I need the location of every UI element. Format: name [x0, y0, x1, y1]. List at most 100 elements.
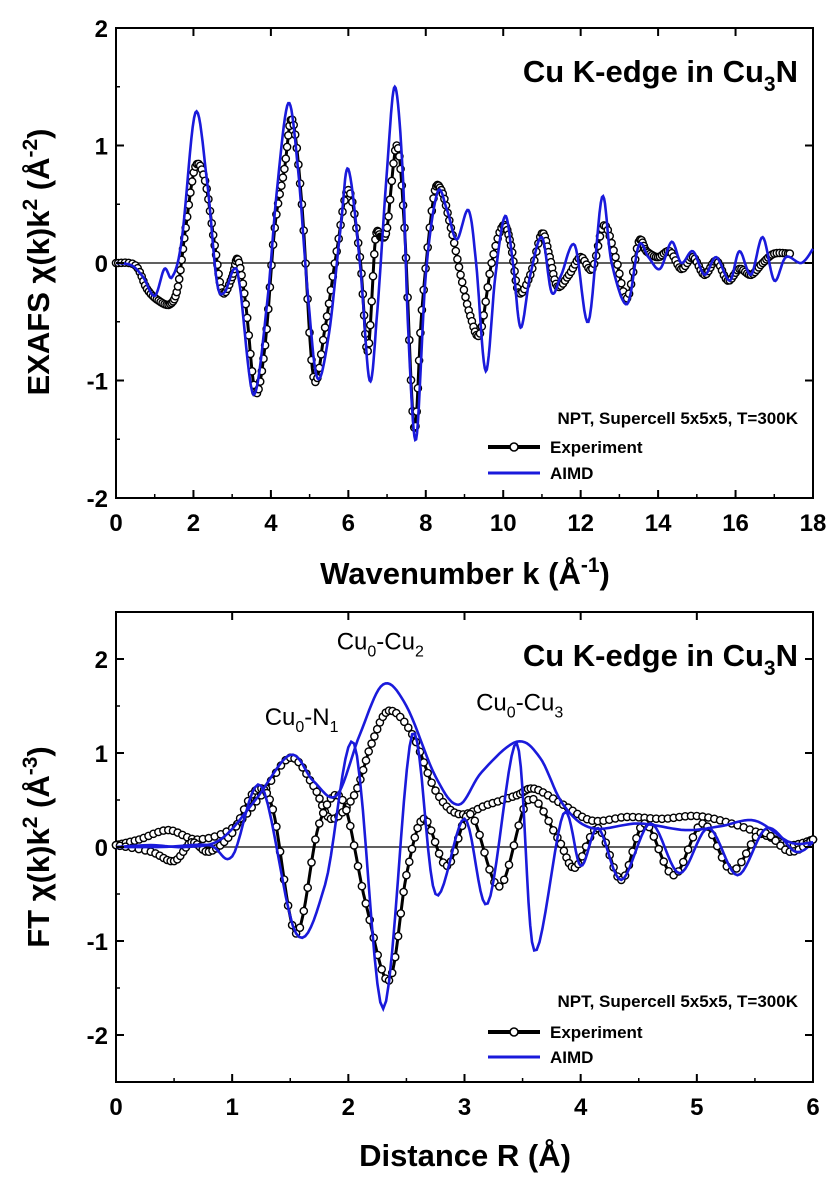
peak-annotation: Cu0-Cu2 — [337, 629, 424, 661]
experiment-point — [385, 195, 395, 204]
experiment-magnitude-point — [431, 786, 440, 795]
experiment-magnitude-point — [423, 768, 433, 778]
experiment-real-point — [544, 816, 553, 826]
legend-label-aimd: AIMD — [550, 464, 593, 483]
aimd-line — [115, 84, 815, 443]
x-axis-label: Wavenumber k (Å-1) — [320, 554, 610, 591]
x-tick-label: 12 — [567, 510, 594, 537]
experiment-magnitude-point — [399, 717, 409, 727]
experiment-real-point — [679, 857, 688, 867]
experiment-point — [615, 269, 624, 279]
experiment-real-point — [434, 849, 444, 858]
experiment-real-point — [393, 931, 403, 941]
experiment-real-point — [485, 865, 494, 874]
experiment-real-point — [407, 844, 417, 854]
y-axis-label: EXAFS χ(k)k2 (Å-2) — [19, 129, 56, 396]
experiment-real-point — [410, 833, 420, 842]
experiment-point — [174, 274, 184, 284]
experiment-real-point — [494, 882, 504, 891]
x-tick-label: 4 — [574, 1094, 588, 1121]
experiment-real-point — [688, 833, 698, 842]
experiment-real-point — [659, 857, 669, 866]
x-tick-label: 5 — [690, 1094, 703, 1121]
series-group — [111, 84, 815, 443]
legend: NPT, Supercell 5x5x5, T=300K Experiment … — [488, 409, 799, 483]
y-tick-label: 0 — [95, 835, 108, 862]
experiment-point — [611, 252, 620, 262]
legend-marker-experiment — [509, 1027, 519, 1037]
experiment-real-point — [311, 835, 320, 844]
x-tick-label: 0 — [109, 510, 122, 537]
experiment-real-point — [509, 841, 519, 850]
experiment-real-point — [303, 883, 313, 893]
experiment-magnitude-point — [349, 791, 359, 800]
experiment-point — [451, 246, 461, 256]
series-group — [111, 681, 818, 1013]
y-tick-label: 2 — [95, 647, 108, 674]
experiment-real-point — [426, 826, 436, 835]
experiment-point — [384, 212, 393, 221]
experiment-real-point — [342, 805, 351, 815]
experiment-real-point — [402, 870, 411, 880]
experiment-point — [459, 285, 469, 295]
experiment-real-point — [353, 861, 363, 871]
experiment-point — [280, 164, 289, 174]
legend-label-aimd: AIMD — [550, 1048, 593, 1067]
experiment-magnitude-point — [370, 732, 379, 741]
experiment-point — [176, 265, 185, 275]
experiment-point — [282, 142, 292, 152]
x-tick-label: 4 — [264, 510, 278, 537]
experiment-point — [367, 296, 377, 306]
x-tick-label: 2 — [342, 1094, 355, 1121]
experiment-point — [369, 249, 379, 259]
y-tick-label: -1 — [87, 929, 108, 956]
y-tick-label: 0 — [95, 251, 108, 278]
experiment-point — [461, 292, 470, 302]
x-tick-label: 10 — [490, 510, 517, 537]
experiment-point — [453, 254, 462, 264]
legend-label-experiment: Experiment — [550, 1023, 643, 1042]
experiment-point — [613, 260, 622, 269]
annotations: Cu0-N1 Cu0-Cu2 Cu0-Cu3 — [265, 629, 564, 736]
experiment-real-point — [399, 887, 408, 897]
aimd-real-line — [116, 732, 814, 1013]
experiment-point — [318, 335, 328, 345]
experiment-point — [454, 262, 464, 272]
peak-annotation: Cu0-Cu3 — [476, 690, 563, 722]
experiment-point — [283, 131, 293, 140]
experiment-point — [449, 238, 459, 248]
experiment-magnitude-point — [403, 723, 413, 733]
peak-annotation: Cu0-N1 — [265, 704, 339, 736]
experiment-real-point — [539, 807, 548, 816]
experiment-real-point — [404, 857, 414, 867]
experiment-point — [365, 320, 375, 330]
experiment-real-point — [470, 816, 480, 826]
experiment-real-point — [430, 837, 440, 847]
chart-title: Cu K-edge in Cu3N — [523, 54, 798, 96]
experiment-real-point — [314, 819, 324, 828]
experiment-point — [389, 159, 398, 168]
experiment-point — [368, 271, 378, 281]
experiment-magnitude-point — [346, 797, 355, 806]
experiment-point — [483, 282, 493, 292]
experiment-real-point — [475, 830, 484, 840]
experiment-point — [485, 269, 494, 279]
experiment-real-point — [318, 808, 328, 818]
x-tick-label: 1 — [225, 1094, 238, 1121]
experiment-magnitude-point — [427, 778, 436, 788]
experiment-real-point — [732, 864, 741, 873]
legend-title: NPT, Supercell 5x5x5, T=300K — [558, 409, 799, 428]
chart-title: Cu K-edge in Cu3N — [523, 638, 798, 680]
legend-label-experiment: Experiment — [550, 438, 643, 457]
experiment-real-point — [514, 821, 524, 830]
experiment-magnitude-point — [361, 756, 371, 765]
x-tick-label: 6 — [342, 510, 355, 537]
experiment-point — [322, 311, 332, 321]
experiment-real-point — [357, 881, 367, 891]
experiment-real-point — [556, 839, 566, 849]
experiment-real-point — [549, 826, 558, 835]
